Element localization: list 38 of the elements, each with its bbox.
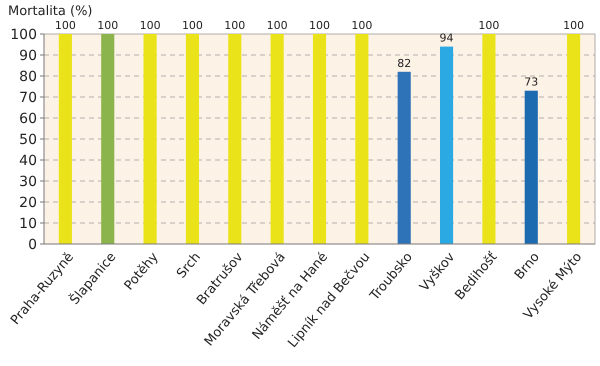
bar bbox=[567, 34, 580, 244]
y-tick-label: 70 bbox=[19, 90, 37, 106]
data-label: 100 bbox=[266, 19, 288, 32]
bar bbox=[482, 34, 496, 244]
data-label: 73 bbox=[524, 76, 538, 89]
data-label: 100 bbox=[97, 19, 118, 32]
bar bbox=[312, 34, 326, 244]
data-label: 100 bbox=[54, 19, 76, 32]
bar bbox=[144, 34, 157, 244]
y-axis-title: Mortalita (%) bbox=[8, 4, 92, 19]
y-tick-label: 100 bbox=[10, 26, 37, 43]
bar bbox=[101, 34, 114, 244]
data-label: 100 bbox=[224, 19, 246, 32]
bar bbox=[228, 34, 242, 244]
bar bbox=[186, 34, 200, 244]
data-label: 82 bbox=[397, 56, 412, 70]
bar bbox=[58, 34, 72, 244]
data-label: 94 bbox=[440, 32, 454, 45]
y-tick-label: 20 bbox=[19, 194, 37, 211]
y-tick-label: 30 bbox=[19, 174, 37, 190]
data-label: 100 bbox=[478, 19, 500, 32]
y-tick-label: 90 bbox=[19, 48, 37, 64]
data-label: 100 bbox=[140, 19, 161, 32]
data-label: 100 bbox=[563, 19, 584, 32]
bar bbox=[440, 46, 454, 244]
data-label: 100 bbox=[351, 19, 372, 32]
data-label: 100 bbox=[309, 19, 330, 32]
y-tick-label: 80 bbox=[19, 68, 37, 85]
bar bbox=[524, 90, 538, 244]
y-tick-label: 40 bbox=[19, 152, 37, 169]
y-tick-label: 60 bbox=[19, 110, 37, 127]
y-tick-label: 0 bbox=[28, 236, 37, 253]
data-label: 100 bbox=[182, 19, 203, 32]
y-tick-label: 10 bbox=[19, 216, 37, 232]
bar bbox=[355, 34, 368, 244]
bar bbox=[270, 34, 284, 244]
y-tick-label: 50 bbox=[19, 132, 37, 148]
bar bbox=[398, 72, 411, 244]
